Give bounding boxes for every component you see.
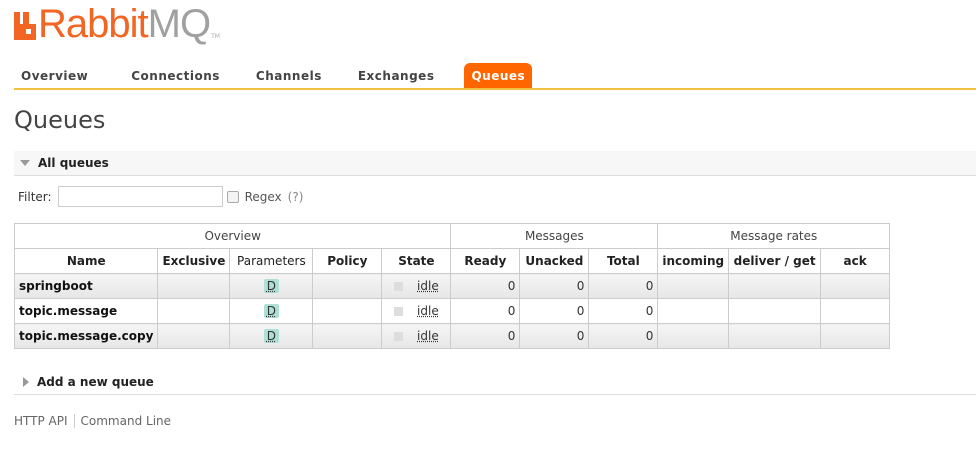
footer: HTTP API Command Line <box>14 414 177 428</box>
cell-exclusive <box>157 323 231 349</box>
tab-channels[interactable]: Channels <box>255 69 322 83</box>
col-policy[interactable]: Policy <box>312 248 383 274</box>
cell-incoming <box>657 323 730 349</box>
page-title: Queues <box>14 106 106 134</box>
cell-exclusive <box>157 273 231 299</box>
cell-exclusive <box>157 298 231 324</box>
logo-tm: TM <box>211 33 220 40</box>
filter-label: Filter: <box>18 189 52 204</box>
cell-policy <box>312 298 383 324</box>
cell-ready: 0 <box>450 323 521 349</box>
state-text: idle <box>417 279 439 293</box>
table-row[interactable]: springboot D idle 0 0 0 <box>13 273 891 299</box>
command-line-link[interactable]: Command Line <box>73 414 178 428</box>
triangle-right-icon <box>23 377 29 387</box>
state-text: idle <box>417 329 439 343</box>
durable-badge: D <box>263 304 279 318</box>
queue-name-link[interactable]: topic.message <box>13 298 159 324</box>
http-api-link[interactable]: HTTP API <box>14 414 68 428</box>
cell-deliver-get <box>728 273 822 299</box>
cell-deliver-get <box>728 323 822 349</box>
logo-text-mq: MQ <box>147 2 211 46</box>
all-queues-section-toggle[interactable]: All queues <box>14 151 976 176</box>
durable-badge: D <box>263 329 279 343</box>
tab-connections[interactable]: Connections <box>131 69 220 83</box>
group-messages: Messages <box>450 223 659 249</box>
state-indicator-icon <box>394 306 404 316</box>
table-row[interactable]: topic.message D idle 0 0 0 <box>13 298 891 324</box>
cell-total: 0 <box>588 273 659 299</box>
triangle-down-icon <box>20 160 30 166</box>
cell-policy <box>312 323 383 349</box>
regex-checkbox[interactable] <box>226 190 239 203</box>
cell-ack <box>820 273 891 299</box>
cell-incoming <box>657 273 730 299</box>
tab-queues[interactable]: Queues <box>464 63 533 88</box>
cell-deliver-get <box>728 298 822 324</box>
logo-text-rabbit: Rabbit <box>38 2 149 46</box>
state-indicator-icon <box>394 331 404 341</box>
cell-policy <box>312 273 383 299</box>
regex-help-link[interactable]: (?) <box>287 189 304 204</box>
col-exclusive: Exclusive <box>157 248 231 274</box>
state-text: idle <box>417 304 439 318</box>
main-nav: Overview Connections Channels Exchanges … <box>14 63 976 90</box>
col-ack[interactable]: ack <box>820 248 891 274</box>
col-unacked[interactable]: Unacked <box>519 248 590 274</box>
cell-ack <box>820 298 891 324</box>
cell-incoming <box>657 298 730 324</box>
section-label: All queues <box>38 156 109 170</box>
group-overview: Overview <box>13 223 452 249</box>
cell-ready: 0 <box>450 273 521 299</box>
add-queue-section-toggle[interactable]: Add a new queue <box>14 370 976 395</box>
cell-unacked: 0 <box>519 298 590 324</box>
col-name[interactable]: Name <box>13 248 159 274</box>
cell-unacked: 0 <box>519 273 590 299</box>
cell-total: 0 <box>588 298 659 324</box>
cell-ack <box>820 323 891 349</box>
col-ready[interactable]: Ready <box>450 248 521 274</box>
col-incoming[interactable]: incoming <box>657 248 730 274</box>
section-label: Add a new queue <box>37 375 154 389</box>
state-indicator-icon <box>394 281 404 291</box>
queues-table: Overview Messages Message rates Name Exc… <box>13 223 891 349</box>
rabbitmq-logo[interactable]: Rabbit MQ TM <box>14 4 220 44</box>
rabbit-logo-icon <box>14 12 36 40</box>
tab-exchanges[interactable]: Exchanges <box>357 69 435 83</box>
col-parameters: Parameters <box>229 248 314 274</box>
cell-unacked: 0 <box>519 323 590 349</box>
queue-name-link[interactable]: springboot <box>13 273 159 299</box>
col-total[interactable]: Total <box>588 248 659 274</box>
col-state[interactable]: State <box>381 248 452 274</box>
col-deliver-get[interactable]: deliver / get <box>728 248 822 274</box>
filter-bar: Filter: Regex (?) <box>18 186 303 207</box>
cell-ready: 0 <box>450 298 521 324</box>
tab-overview[interactable]: Overview <box>21 69 89 83</box>
durable-badge: D <box>263 279 279 293</box>
regex-label: Regex <box>244 189 282 204</box>
table-row[interactable]: topic.message.copy D idle 0 0 0 <box>13 323 891 349</box>
queue-name-link[interactable]: topic.message.copy <box>13 323 159 349</box>
group-message-rates: Message rates <box>657 223 891 249</box>
cell-total: 0 <box>588 323 659 349</box>
filter-input[interactable] <box>57 186 223 207</box>
